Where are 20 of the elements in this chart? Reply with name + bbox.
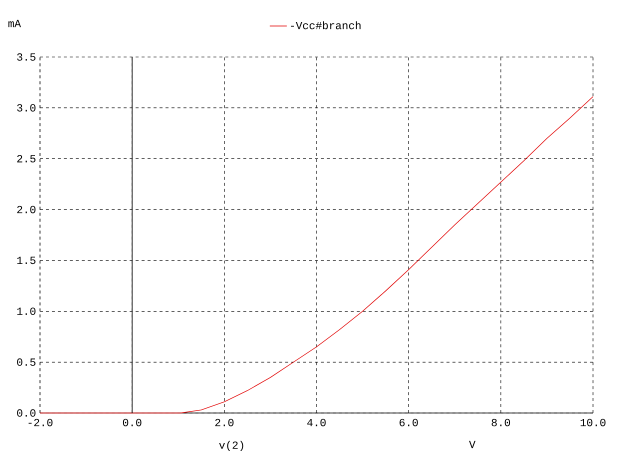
y-tick-label: 2.0 bbox=[17, 206, 36, 214]
y-tick-label: 3.5 bbox=[17, 53, 36, 61]
x-tick-label: 4.0 bbox=[307, 418, 326, 426]
y-tick-label: 1.0 bbox=[17, 308, 36, 316]
x-axis-title: v(2) bbox=[219, 440, 244, 452]
legend-label: -Vcc#branch bbox=[290, 21, 361, 30]
x-tick-label: 10.0 bbox=[580, 418, 606, 426]
x-tick-label: -2.0 bbox=[28, 418, 52, 426]
line-series bbox=[40, 96, 594, 414]
x-tick-label: 6.0 bbox=[400, 418, 418, 426]
y-tick-label: 3.0 bbox=[17, 104, 36, 112]
y-tick-label: 0.0 bbox=[17, 409, 36, 417]
x-tick-label: 0.0 bbox=[122, 418, 142, 426]
y-axis-title: mA bbox=[8, 20, 21, 28]
y-tick-label: 2.5 bbox=[17, 154, 36, 162]
text: V bbox=[469, 440, 476, 448]
x-tick-label: 8.0 bbox=[492, 418, 510, 426]
x-tick-label: 2.0 bbox=[215, 418, 234, 426]
y-tick-label: 1.5 bbox=[17, 256, 36, 264]
y-tick-label: 0.5 bbox=[17, 358, 36, 366]
